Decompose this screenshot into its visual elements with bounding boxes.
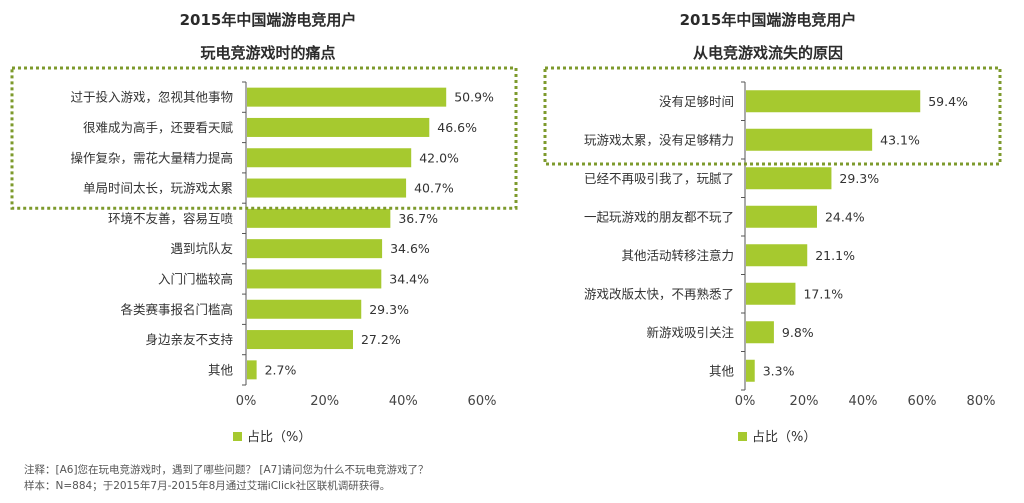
category-label: 操作复杂，需花大量精力提高	[70, 150, 233, 165]
data-label: 24.4%	[825, 209, 865, 224]
data-label: 34.6%	[390, 241, 430, 256]
x-tick-label: 80%	[967, 394, 996, 409]
data-label: 29.3%	[369, 302, 409, 317]
x-tick-label: 20%	[310, 394, 339, 409]
data-label: 46.6%	[437, 120, 477, 135]
data-label: 17.1%	[803, 286, 843, 301]
data-label: 50.9%	[454, 90, 494, 105]
data-label: 29.3%	[839, 171, 879, 186]
bar	[247, 208, 391, 228]
bar	[247, 178, 407, 198]
footnote-question: 注释：[A6]您在玩电竞游戏时，遇到了哪些问题？ [A7]请问您为什么不玩电竞游…	[24, 463, 428, 476]
category-label: 游戏改版太快，不再熟悉了	[584, 286, 734, 301]
x-tick-label: 40%	[849, 394, 878, 409]
category-label: 已经不再吸引我了，玩腻了	[584, 171, 734, 186]
data-label: 43.1%	[880, 132, 920, 147]
footnote-sample: 样本：N=884；于2015年7月-2015年8月通过艾瑞iClick社区联机调…	[24, 479, 390, 492]
highlight-box	[10, 66, 518, 210]
bar	[247, 360, 257, 380]
category-label: 其他活动转移注意力	[621, 248, 734, 263]
bar	[247, 117, 430, 137]
data-label: 9.8%	[782, 325, 814, 340]
footnotes: 注释：[A6]您在玩电竞游戏时，遇到了哪些问题？ [A7]请问您为什么不玩电竞游…	[24, 463, 428, 492]
x-tick-label: 60%	[468, 394, 497, 409]
chart-title-line: 从电竞游戏流失的原因	[693, 44, 843, 62]
category-label: 其他	[709, 363, 735, 378]
bar	[247, 87, 447, 107]
category-label: 新游戏吸引关注	[646, 325, 734, 340]
bar	[247, 269, 382, 289]
category-label: 过于投入游戏，忽视其他事物	[70, 90, 233, 105]
category-label: 身边亲友不支持	[145, 332, 233, 347]
bar	[746, 90, 921, 113]
bar	[746, 167, 832, 190]
category-label: 其他	[208, 362, 234, 377]
bar	[247, 299, 362, 319]
category-label: 环境不友善，容易互喷	[108, 211, 234, 226]
category-label: 没有足够时间	[659, 94, 734, 109]
x-tick-label: 0%	[735, 394, 756, 409]
data-label: 21.1%	[815, 248, 855, 263]
x-tick-label: 20%	[790, 394, 819, 409]
category-label: 一起玩游戏的朋友都不玩了	[584, 209, 734, 224]
bar	[746, 128, 873, 151]
chart-title-line: 玩电竞游戏时的痛点	[200, 44, 335, 62]
data-label: 36.7%	[398, 211, 438, 226]
bar	[746, 282, 796, 305]
data-label: 34.4%	[389, 271, 429, 286]
legend-label: 占比（%）	[247, 430, 311, 445]
bar	[746, 321, 774, 344]
x-tick-label: 40%	[389, 394, 418, 409]
category-label: 遇到坑队友	[170, 241, 233, 256]
data-label: 27.2%	[361, 332, 401, 347]
data-label: 42.0%	[419, 150, 459, 165]
chart-title-line: 2015年中国端游电竞用户	[180, 11, 357, 29]
category-label: 单局时间太长，玩游戏太累	[83, 181, 233, 196]
category-label: 玩游戏太累，没有足够精力	[584, 132, 734, 147]
legend-swatch	[738, 432, 747, 441]
data-label: 2.7%	[265, 362, 297, 377]
bar	[247, 239, 383, 259]
category-label: 各类赛事报名门槛高	[120, 302, 233, 317]
data-label: 3.3%	[763, 363, 795, 378]
chart-title-line: 2015年中国端游电竞用户	[680, 11, 857, 29]
bar	[746, 244, 808, 267]
category-label: 入门门槛较高	[158, 271, 233, 286]
data-label: 59.4%	[928, 94, 968, 109]
bar	[247, 148, 412, 168]
x-tick-label: 0%	[236, 394, 257, 409]
legend-label: 占比（%）	[752, 430, 816, 445]
x-tick-label: 60%	[908, 394, 937, 409]
data-label: 40.7%	[414, 181, 454, 196]
category-label: 很难成为高手，还要看天赋	[83, 120, 234, 135]
bar	[247, 330, 353, 350]
legend-swatch	[233, 432, 242, 441]
bar	[746, 205, 817, 228]
bar	[746, 359, 755, 382]
